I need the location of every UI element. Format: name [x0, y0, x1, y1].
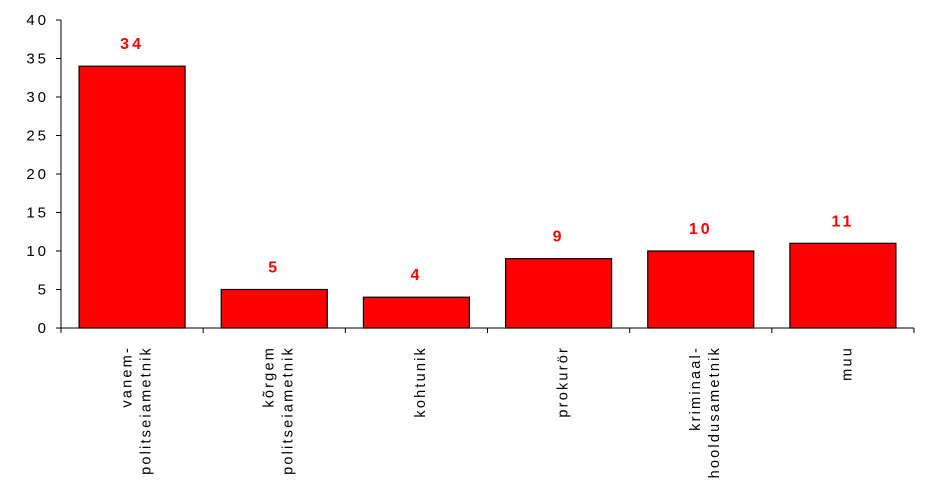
data-label: 11 — [831, 213, 854, 230]
y-tick-label: 0 — [38, 320, 49, 337]
y-tick-label: 10 — [26, 243, 49, 260]
y-tick-label: 40 — [26, 12, 49, 29]
x-category-label: vanem-politseiametnik — [119, 346, 154, 475]
x-category-label: kriminaal-hooldusametnik — [688, 346, 723, 478]
data-label: 34 — [120, 36, 144, 53]
bar — [647, 250, 755, 329]
bar — [220, 288, 328, 329]
data-labels: 34 5 4 9 10 11 — [120, 36, 854, 284]
data-label: 9 — [553, 229, 565, 246]
bar — [78, 65, 186, 329]
x-category-label: muu — [840, 346, 856, 381]
x-category-label: kohtunik — [413, 346, 429, 418]
x-tick-label: politseiametnik — [138, 346, 154, 475]
x-tick-label: kohtunik — [413, 346, 429, 418]
x-tick-label: hooldusametnik — [707, 346, 723, 478]
bars — [78, 65, 897, 329]
y-tick-label: 35 — [26, 51, 49, 68]
y-tick-label: 15 — [26, 205, 49, 222]
y-tick-label: 30 — [26, 89, 49, 106]
data-label: 5 — [268, 260, 280, 277]
y-tick-label: 25 — [26, 128, 49, 145]
x-tick-label: kõrgem — [262, 346, 278, 408]
y-tick-label: 20 — [26, 166, 49, 183]
x-tick-label: politseiametnik — [281, 346, 297, 475]
x-tick-label: kriminaal- — [688, 346, 704, 431]
bar — [362, 296, 471, 329]
x-axis: vanem-politseiametnik kõrgem politseiametn… — [60, 327, 915, 478]
x-category-label: prokurör — [555, 346, 571, 418]
data-label: 4 — [410, 267, 422, 284]
bar — [504, 258, 613, 329]
y-axis: 0 5 10 15 20 25 30 35 40 — [26, 12, 62, 337]
x-tick-label: vanem- — [119, 346, 135, 408]
data-label: 10 — [689, 221, 713, 238]
y-tick-label: 5 — [38, 282, 49, 299]
x-tick-label: prokurör — [555, 346, 571, 418]
bar — [789, 242, 897, 329]
x-category-label: kõrgem politseiametnik — [262, 346, 297, 475]
x-tick-label: muu — [840, 346, 856, 381]
